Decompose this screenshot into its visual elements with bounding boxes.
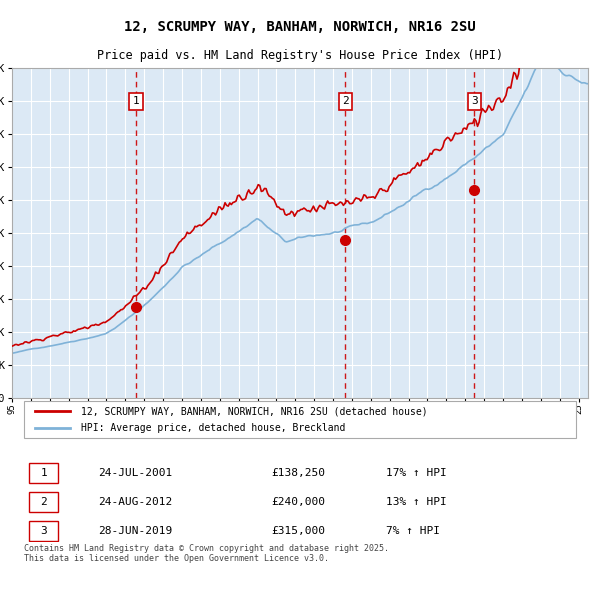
- Text: 3: 3: [471, 96, 478, 106]
- Text: Contains HM Land Registry data © Crown copyright and database right 2025.
This d: Contains HM Land Registry data © Crown c…: [23, 544, 389, 563]
- Text: 17% ↑ HPI: 17% ↑ HPI: [386, 468, 447, 478]
- Text: 24-JUL-2001: 24-JUL-2001: [98, 468, 173, 478]
- Text: 28-JUN-2019: 28-JUN-2019: [98, 526, 173, 536]
- Text: £138,250: £138,250: [271, 468, 325, 478]
- FancyBboxPatch shape: [29, 520, 58, 540]
- Text: 2: 2: [40, 497, 47, 507]
- Text: 13% ↑ HPI: 13% ↑ HPI: [386, 497, 447, 507]
- FancyBboxPatch shape: [23, 401, 577, 438]
- Text: £315,000: £315,000: [271, 526, 325, 536]
- Text: 1: 1: [40, 468, 47, 478]
- Text: 3: 3: [40, 526, 47, 536]
- Text: 12, SCRUMPY WAY, BANHAM, NORWICH, NR16 2SU: 12, SCRUMPY WAY, BANHAM, NORWICH, NR16 2…: [124, 20, 476, 34]
- Text: 1: 1: [133, 96, 139, 106]
- Text: 24-AUG-2012: 24-AUG-2012: [98, 497, 173, 507]
- Text: 7% ↑ HPI: 7% ↑ HPI: [386, 526, 440, 536]
- FancyBboxPatch shape: [29, 491, 58, 512]
- Text: £240,000: £240,000: [271, 497, 325, 507]
- Text: 12, SCRUMPY WAY, BANHAM, NORWICH, NR16 2SU (detached house): 12, SCRUMPY WAY, BANHAM, NORWICH, NR16 2…: [81, 407, 428, 417]
- Text: 2: 2: [342, 96, 349, 106]
- FancyBboxPatch shape: [29, 463, 58, 483]
- Text: HPI: Average price, detached house, Breckland: HPI: Average price, detached house, Brec…: [81, 423, 346, 433]
- Text: Price paid vs. HM Land Registry's House Price Index (HPI): Price paid vs. HM Land Registry's House …: [97, 48, 503, 61]
